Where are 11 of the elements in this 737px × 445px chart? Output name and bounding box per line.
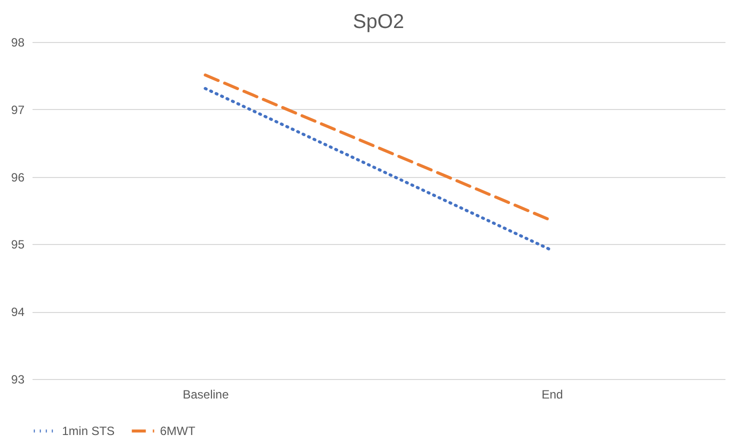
chart-title: SpO2 xyxy=(352,11,404,33)
legend-label: 1min STS xyxy=(62,424,115,438)
y-tick-label: 96 xyxy=(11,170,25,184)
y-tick-label: 94 xyxy=(11,305,25,320)
y-tick-label: 95 xyxy=(11,238,25,252)
legend-label: 6MWT xyxy=(160,424,196,438)
y-tick-label: 93 xyxy=(11,372,25,386)
x-tick-label: End xyxy=(542,388,563,402)
y-tick-label: 97 xyxy=(11,102,25,117)
y-tick-label: 98 xyxy=(11,36,25,50)
x-tick-label: Baseline xyxy=(182,388,230,402)
